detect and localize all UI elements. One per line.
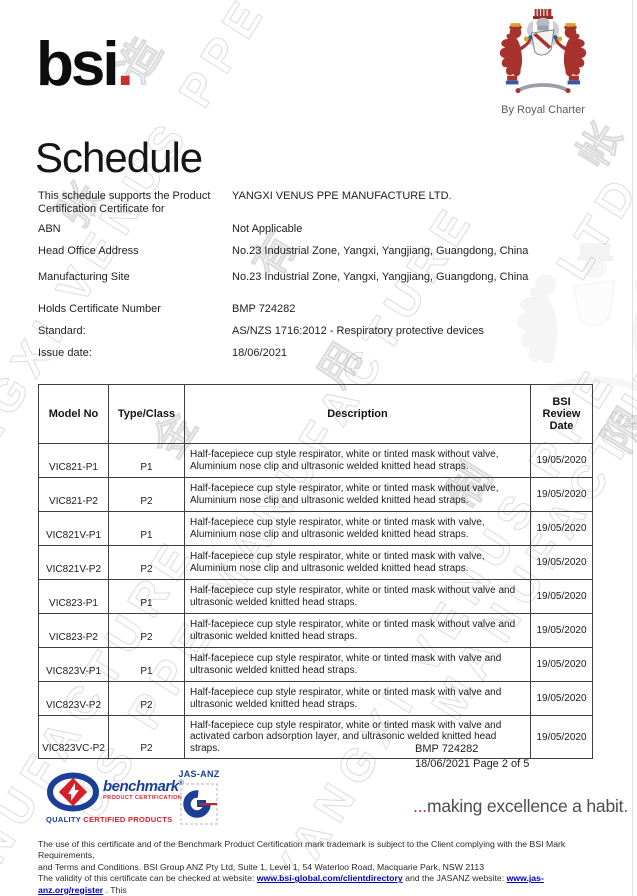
detail-label-head-office: Head Office Address <box>38 245 139 257</box>
cell-review-date: 19/05/2020 <box>530 613 593 648</box>
cell-type-class: P1 <box>108 443 185 478</box>
cell-model-no: VIC821-P1 <box>38 443 109 478</box>
products-table: Model No Type/Class Description BSI Revi… <box>38 384 593 759</box>
cell-type-class: P1 <box>108 511 185 546</box>
header-model-no: Model No <box>38 384 109 444</box>
legal-link-jasanz-register[interactable]: www.jas-anz.org/register <box>38 873 544 895</box>
legal-line-1: The use of this certificate and of the B… <box>38 839 566 861</box>
detail-label-abn: ABN <box>38 223 61 235</box>
cell-review-date: 19/05/2020 <box>530 477 593 512</box>
legal-line-2: and Terms and Conditions. BSI Group ANZ … <box>38 861 485 872</box>
header-bsi-review-date: BSI Review Date <box>530 384 593 444</box>
cell-model-no: VIC821-P2 <box>38 477 109 512</box>
table-row: VIC823-P2 P2 Half-facepiece cup style re… <box>38 613 593 648</box>
benchmark-logo: benchmark® PRODUCT CERTIFICATION QUALITY… <box>46 772 206 824</box>
cell-type-class: P1 <box>108 579 185 614</box>
benchmark-quality-line: QUALITY CERTIFIED PRODUCTS <box>46 815 173 824</box>
detail-value-manufacturing-site: No.23 Industrial Zone, Yangxi, Yangjiang… <box>232 271 529 283</box>
page-title: Schedule <box>35 134 203 181</box>
footer-cert-number: BMP 724282 <box>415 743 479 755</box>
header-description: Description <box>184 384 531 444</box>
jas-anz-emblem-icon <box>180 783 218 825</box>
detail-value-issue-date: 18/06/2021 <box>232 347 288 359</box>
legal-line-3: The validity of this certificate can be … <box>38 873 544 895</box>
table-row: VIC823-P1 P1 Half-facepiece cup style re… <box>38 579 593 614</box>
table-row: VIC821-P1 P1 Half-facepiece cup style re… <box>38 443 593 478</box>
cell-review-date: 19/05/2020 <box>530 715 593 759</box>
cell-model-no: VIC823V-P1 <box>38 647 109 682</box>
cell-review-date: 19/05/2020 <box>530 579 593 614</box>
cell-description: Half-facepiece cup style respirator, whi… <box>184 613 531 648</box>
table-row: VIC823VC-P2 P2 Half-facepiece cup style … <box>38 715 593 759</box>
royal-charter-caption: By Royal Charter <box>501 104 585 116</box>
cell-type-class: P2 <box>108 613 185 648</box>
benchmark-subtitle: PRODUCT CERTIFICATION <box>103 795 183 801</box>
cell-model-no: VIC821V-P2 <box>38 545 109 580</box>
tagline-dots: ... <box>412 796 427 816</box>
table-row: VIC823V-P2 P2 Half-facepiece cup style r… <box>38 681 593 716</box>
detail-label-supports: This schedule supports the Product Certi… <box>38 190 211 215</box>
footer-page-info: 18/06/2021 Page 2 of 5 <box>415 758 530 770</box>
cell-description: Half-facepiece cup style respirator, whi… <box>184 545 531 580</box>
benchmark-ring-icon <box>47 772 99 812</box>
cell-type-class: P2 <box>108 681 185 716</box>
tagline-period: . <box>623 796 628 816</box>
legal-link-bsi-directory[interactable]: www.bsi-global.com/clientdirectory <box>256 873 403 884</box>
cell-review-date: 19/05/2020 <box>530 443 593 478</box>
cell-model-no: VIC823VC-P2 <box>38 715 109 759</box>
cell-description: Half-facepiece cup style respirator, whi… <box>184 715 531 759</box>
detail-value-abn: Not Applicable <box>232 223 303 235</box>
cell-description: Half-facepiece cup style respirator, whi… <box>184 477 531 512</box>
detail-value-head-office: No.23 Industrial Zone, Yangxi, Yangjiang… <box>232 245 529 257</box>
detail-label-manufacturing-site: Manufacturing Site <box>38 271 130 283</box>
royal-crest-icon <box>499 9 587 94</box>
detail-label-standard: Standard: <box>38 325 86 337</box>
header-type-class: Type/Class <box>108 384 185 444</box>
jas-anz-logo: JAS-ANZ <box>176 769 222 826</box>
detail-value-certificate-number: BMP 724282 <box>232 303 296 315</box>
table-header-row: Model No Type/Class Description BSI Revi… <box>38 384 593 444</box>
detail-value-company: YANGXI VENUS PPE MANUFACTURE LTD. <box>232 190 452 202</box>
cell-review-date: 19/05/2020 <box>530 681 593 716</box>
cell-model-no: VIC823-P2 <box>38 613 109 648</box>
cell-description: Half-facepiece cup style respirator, whi… <box>184 443 531 478</box>
cell-type-class: P2 <box>108 545 185 580</box>
benchmark-wordmark: benchmark® <box>103 778 184 795</box>
table-row: VIC823V-P1 P1 Half-facepiece cup style r… <box>38 647 593 682</box>
bsi-logo: bsi. <box>36 30 134 99</box>
table-row: VIC821V-P2 P2 Half-facepiece cup style r… <box>38 545 593 580</box>
detail-label-issue-date: Issue date: <box>38 347 92 359</box>
cell-model-no: VIC823V-P2 <box>38 681 109 716</box>
cell-type-class: P2 <box>108 715 185 759</box>
detail-value-standard: AS/NZS 1716:2012 - Respiratory protectiv… <box>232 325 484 337</box>
bsi-logo-dot: . <box>116 30 134 99</box>
cell-model-no: VIC823-P1 <box>38 579 109 614</box>
cell-model-no: VIC821V-P1 <box>38 511 109 546</box>
cell-description: Half-facepiece cup style respirator, whi… <box>184 511 531 546</box>
cell-type-class: P2 <box>108 477 185 512</box>
detail-label-certificate-number: Holds Certificate Number <box>38 303 161 315</box>
cell-review-date: 19/05/2020 <box>530 647 593 682</box>
cell-type-class: P1 <box>108 647 185 682</box>
legal-text: The use of this certificate and of the B… <box>38 839 604 896</box>
cell-review-date: 19/05/2020 <box>530 511 593 546</box>
table-row: VIC821-P2 P2 Half-facepiece cup style re… <box>38 477 593 512</box>
royal-crest: By Royal Charter <box>478 6 608 116</box>
cell-description: Half-facepiece cup style respirator, whi… <box>184 579 531 614</box>
table-row: VIC821V-P1 P1 Half-facepiece cup style r… <box>38 511 593 546</box>
cell-description: Half-facepiece cup style respirator, whi… <box>184 681 531 716</box>
cell-description: Half-facepiece cup style respirator, whi… <box>184 647 531 682</box>
tagline: ...making excellence a habit. <box>412 796 628 816</box>
cell-review-date: 19/05/2020 <box>530 545 593 580</box>
jas-anz-label: JAS-ANZ <box>178 769 220 779</box>
